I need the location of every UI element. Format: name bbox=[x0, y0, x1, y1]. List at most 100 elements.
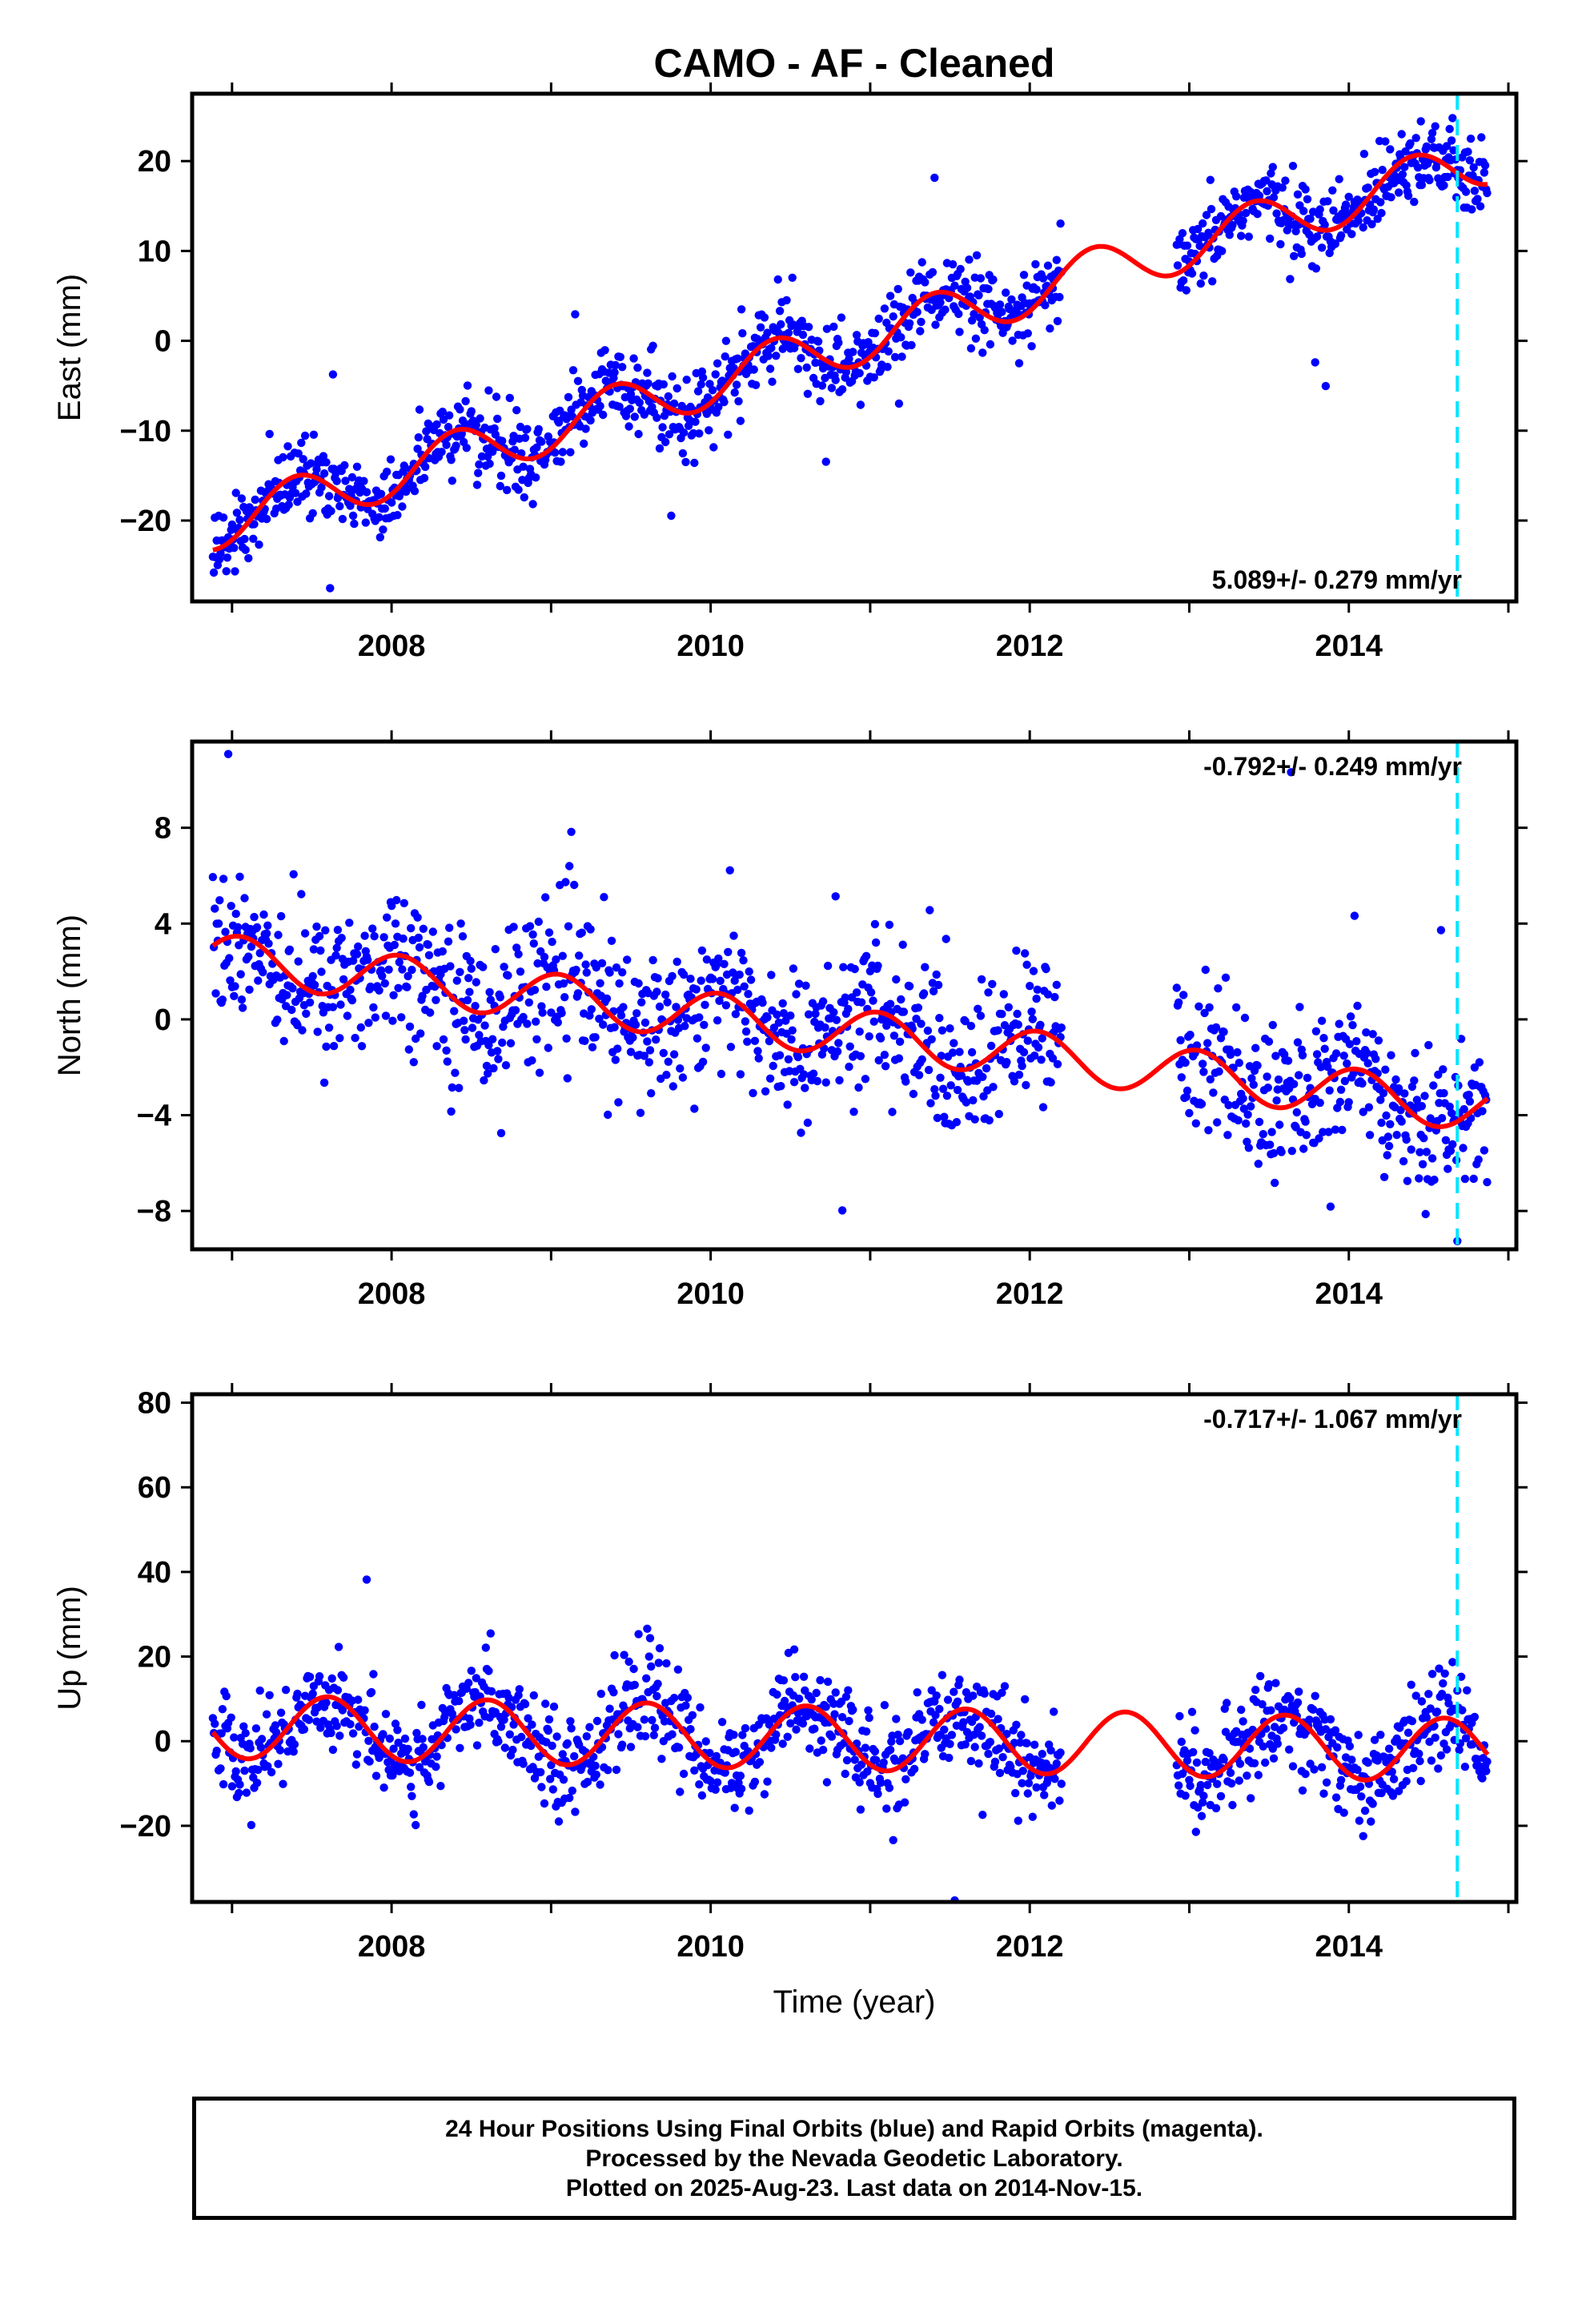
data-point bbox=[994, 1744, 1004, 1753]
data-point bbox=[1197, 1100, 1207, 1108]
data-point bbox=[1338, 1125, 1347, 1135]
data-point bbox=[1271, 1178, 1279, 1188]
data-point bbox=[929, 1718, 938, 1727]
data-point bbox=[1444, 1699, 1453, 1708]
data-point bbox=[916, 327, 925, 336]
data-point bbox=[471, 1002, 480, 1011]
data-point bbox=[674, 1743, 684, 1752]
data-point bbox=[1399, 1156, 1408, 1166]
data-point bbox=[779, 1009, 789, 1018]
data-point bbox=[1460, 1763, 1470, 1771]
data-point bbox=[566, 448, 575, 456]
data-point bbox=[338, 1706, 347, 1715]
data-point bbox=[678, 1073, 688, 1082]
data-point bbox=[995, 1768, 1005, 1778]
data-point bbox=[1319, 1034, 1328, 1043]
data-point bbox=[1259, 1130, 1268, 1139]
data-point bbox=[1317, 243, 1327, 252]
data-point bbox=[881, 1062, 890, 1071]
data-point bbox=[283, 442, 292, 451]
data-point bbox=[1443, 1164, 1452, 1173]
data-point bbox=[865, 1713, 873, 1723]
data-point bbox=[1383, 1132, 1393, 1141]
data-point bbox=[450, 1007, 459, 1015]
data-point bbox=[1239, 216, 1247, 225]
data-point bbox=[375, 513, 383, 522]
data-point bbox=[484, 1069, 492, 1078]
data-point bbox=[1345, 1742, 1355, 1751]
data-point bbox=[854, 1083, 863, 1092]
data-point bbox=[890, 352, 900, 362]
data-point bbox=[618, 363, 627, 372]
data-point bbox=[729, 931, 738, 940]
data-point bbox=[733, 354, 742, 363]
data-point bbox=[1234, 1116, 1243, 1125]
data-point bbox=[230, 1733, 239, 1742]
data-point bbox=[279, 1036, 288, 1046]
data-point bbox=[408, 965, 416, 975]
data-point bbox=[855, 368, 864, 378]
data-point bbox=[618, 968, 627, 977]
data-point bbox=[613, 1044, 622, 1053]
data-point bbox=[1232, 1003, 1241, 1012]
data-point bbox=[953, 1085, 962, 1095]
data-point bbox=[1192, 1758, 1202, 1767]
data-point bbox=[864, 1706, 873, 1715]
data-point bbox=[923, 1026, 933, 1035]
data-point bbox=[563, 1074, 572, 1083]
data-point bbox=[721, 352, 729, 361]
footer-line-plotted: Plotted on 2025-Aug-23. Last data on 201… bbox=[565, 2174, 1143, 2201]
data-point bbox=[573, 989, 583, 998]
data-point bbox=[532, 1035, 541, 1044]
data-point bbox=[701, 1043, 710, 1052]
data-point bbox=[767, 1743, 776, 1752]
data-point bbox=[498, 436, 507, 445]
data-point bbox=[697, 946, 707, 955]
data-point bbox=[276, 1708, 286, 1717]
data-point bbox=[1028, 1015, 1038, 1023]
data-point bbox=[643, 1037, 652, 1046]
data-point bbox=[1307, 1264, 1315, 1272]
data-point bbox=[714, 954, 723, 963]
data-point bbox=[1480, 168, 1489, 177]
data-point bbox=[1007, 295, 1016, 304]
data-point bbox=[387, 498, 396, 507]
data-point bbox=[367, 1687, 376, 1697]
data-point bbox=[460, 1026, 469, 1035]
data-point bbox=[479, 963, 488, 971]
data-point bbox=[1407, 1680, 1415, 1689]
data-point bbox=[304, 1715, 314, 1724]
data-point bbox=[602, 994, 612, 1003]
data-point bbox=[1298, 1786, 1307, 1795]
data-point bbox=[1264, 1680, 1274, 1689]
data-point bbox=[614, 1730, 623, 1739]
data-point bbox=[765, 1036, 774, 1046]
data-point bbox=[246, 1743, 255, 1753]
data-point bbox=[520, 433, 530, 442]
data-point bbox=[1036, 1020, 1045, 1030]
data-point bbox=[933, 1113, 942, 1123]
data-point bbox=[444, 937, 453, 946]
data-point bbox=[559, 1775, 568, 1784]
data-point bbox=[1203, 1780, 1212, 1790]
data-point bbox=[1283, 1056, 1293, 1065]
data-point bbox=[855, 1778, 864, 1787]
data-point bbox=[596, 1780, 604, 1789]
data-point bbox=[564, 392, 573, 402]
data-point bbox=[880, 304, 889, 313]
data-point bbox=[557, 1008, 566, 1018]
data-point bbox=[456, 919, 465, 928]
data-point bbox=[861, 1727, 871, 1736]
data-point bbox=[758, 998, 767, 1007]
data-point bbox=[581, 960, 590, 969]
data-point bbox=[1387, 1051, 1395, 1059]
data-point bbox=[1465, 156, 1475, 165]
data-point bbox=[1226, 1050, 1235, 1059]
data-point bbox=[1204, 228, 1213, 237]
data-point bbox=[1199, 1798, 1207, 1807]
data-point bbox=[463, 995, 472, 1005]
data-point bbox=[585, 1723, 594, 1731]
data-point bbox=[821, 457, 830, 466]
data-point bbox=[978, 348, 987, 357]
data-point bbox=[565, 862, 574, 870]
